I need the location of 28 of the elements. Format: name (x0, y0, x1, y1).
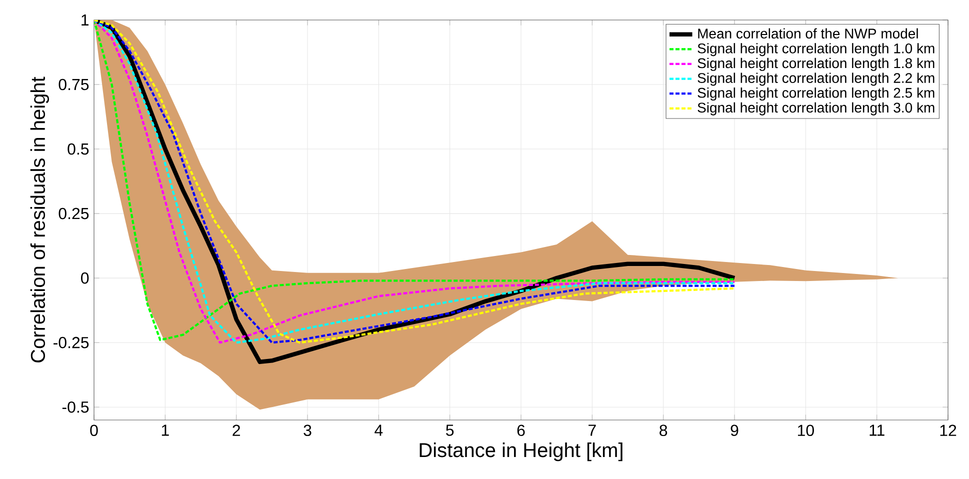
x-tick-label: 0 (90, 424, 98, 436)
x-tick-label: 1 (162, 424, 169, 436)
y-tick-label: 0.75 (58, 78, 89, 90)
legend-label: Signal height correlation length 2.5 km (698, 88, 934, 101)
y-tick-label: 0.5 (68, 143, 89, 155)
x-axis-title: Distance in Height [km] (420, 442, 622, 462)
y-tick-label: 1 (82, 14, 89, 26)
legend-label: Signal height correlation length 2.2 km (698, 72, 934, 86)
x-tick-label: 12 (940, 424, 956, 436)
x-tick-label: 11 (870, 424, 884, 436)
y-tick-label: 0.25 (58, 208, 89, 220)
x-tick-label: 10 (798, 424, 814, 436)
y-tick-label: 0 (81, 272, 89, 284)
legend-label: Mean correlation of the NWP model (698, 28, 918, 39)
x-tick-label: 3 (304, 424, 312, 436)
x-tick-label: 8 (660, 424, 668, 436)
legend-label: Signal height correlation length 3.0 km (698, 102, 934, 116)
x-tick-label: 2 (232, 424, 240, 436)
y-axis-title: Correlation of residuals in height (30, 76, 49, 362)
x-tick-label: 5 (446, 424, 454, 436)
x-tick-label: 4 (374, 424, 383, 436)
x-tick-label: 7 (588, 424, 596, 436)
legend-label: Signal height correlation length 1.8 km (698, 58, 934, 71)
y-tick-label: -0.25 (54, 336, 89, 348)
x-tick-label: 6 (517, 424, 525, 436)
y-tick-label: -0.5 (62, 401, 89, 413)
legend-label: Signal height correlation length 1.0 km (698, 43, 934, 56)
x-tick-label: 9 (730, 424, 738, 436)
